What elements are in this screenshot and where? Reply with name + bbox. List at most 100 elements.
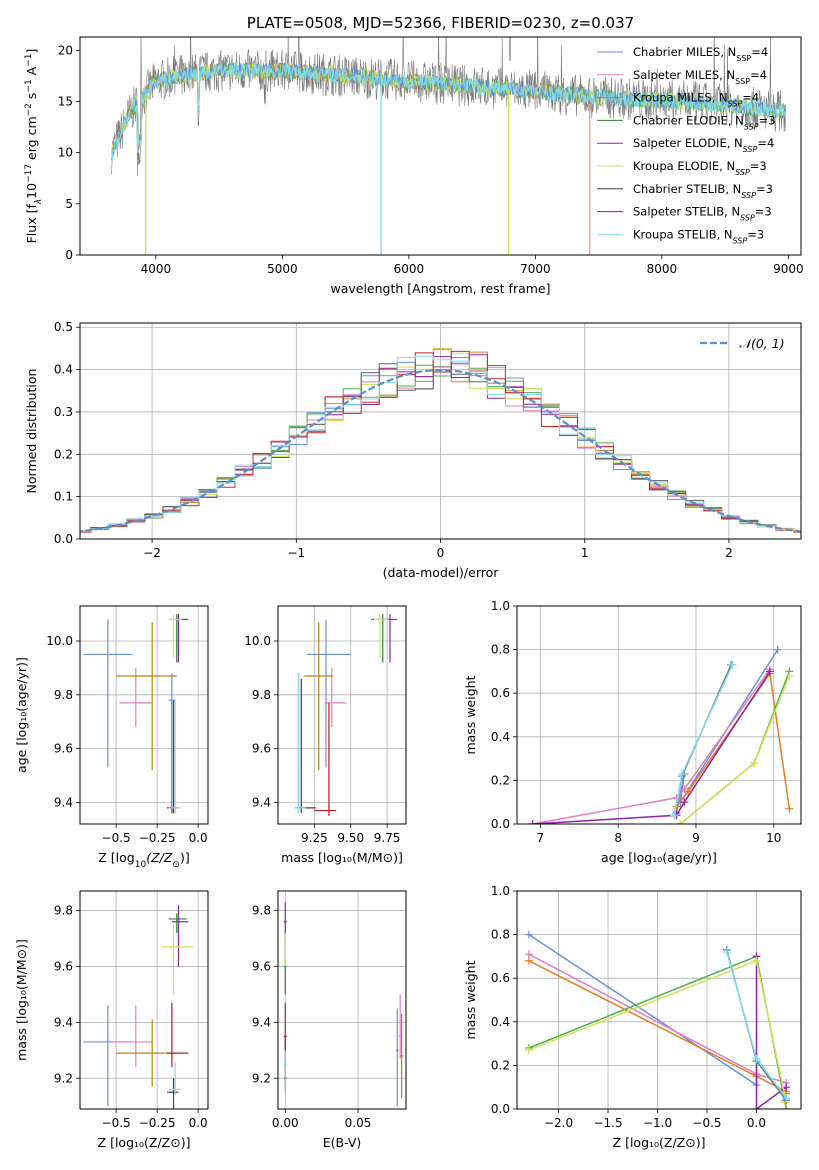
weight-vs-metallicity-point [524, 956, 533, 965]
mass-vs-extinction-xtick-label: 0.05 [345, 1116, 372, 1130]
normal-legend-label: 𝒩(0, 1) [739, 336, 785, 351]
age-vs-mass-xtick-label: 9.25 [301, 831, 328, 845]
weight-vs-metallicity-ytick-label: 0.0 [491, 1102, 510, 1116]
legend-entry: Salpeter ELODIE, NSSP=4 [633, 136, 774, 154]
weight-vs-age-point [670, 811, 679, 820]
mass-vs-extinction-xlabel: E(B-V) [323, 1135, 362, 1150]
weight-vs-age-point [677, 769, 686, 778]
mass-vs-metallicity-ytick-label: 9.4 [54, 1015, 73, 1029]
spectrum-ytick-label: 5 [65, 197, 73, 211]
weight-vs-metallicity-point [722, 948, 731, 957]
age-vs-metallicity-ytick-label: 9.8 [54, 688, 73, 702]
weight-vs-age-lines [528, 645, 794, 824]
mass-vs-extinction-ytick-label: 9.2 [252, 1071, 271, 1085]
legend-entry: Kroupa ELODIE, NSSP=3 [633, 159, 767, 177]
legend-entry: Chabrier STELIB, NSSP=3 [633, 182, 773, 200]
mass-vs-metallicity-xtick-label: −0.25 [139, 1116, 176, 1130]
weight-vs-metallicity-series [755, 956, 787, 1109]
residuals-xtick-label: 2 [725, 546, 733, 560]
residuals-xlabel: (data-model)/error [383, 565, 500, 580]
weight-vs-age-xtick-label: 10 [766, 831, 781, 845]
weight-vs-metallicity-point [752, 1105, 761, 1109]
weight-vs-age-xtick-label: 7 [537, 831, 545, 845]
legend-entry: Kroupa MILES, NSSP=4 [633, 91, 759, 109]
mass-vs-extinction-points [283, 902, 404, 1107]
mass-vs-metallicity-points [83, 904, 194, 1109]
weight-vs-metallicity-point [752, 956, 761, 965]
mass-vs-metallicity-xlabel: Z [log₁₀(Z/Z⊙)] [98, 1135, 191, 1150]
mass-vs-metallicity-ytick-label: 9.6 [54, 959, 73, 973]
spectrum-legend: Chabrier MILES, NSSP=4 Salpeter MILES, NS… [597, 45, 775, 245]
age-vs-mass-ytick-label: 9.8 [252, 688, 271, 702]
model-spectrum [111, 61, 787, 160]
weight-vs-age-ytick-label: 0.0 [491, 817, 510, 831]
weight-vs-age-xtick-label: 8 [614, 831, 622, 845]
age-vs-metallicity-xtick-label: −0.5 [102, 831, 131, 845]
weight-vs-age-point [773, 645, 782, 654]
mass-vs-metallicity-ylabel: mass [log₁₀(M/M⊙)] [14, 939, 29, 1061]
weight-vs-metallicity-point [782, 1094, 791, 1103]
weight-vs-metallicity-xlabel: Z [log₁₀(Z/Z⊙)] [613, 1135, 706, 1150]
age-vs-metallicity-xtick-label: 0.0 [189, 831, 208, 845]
weight-vs-age-point [765, 667, 774, 676]
weight-vs-metallicity-xtick-label: −1.0 [643, 1116, 672, 1130]
weight-vs-age-point [785, 671, 794, 680]
age-vs-mass-xtick-label: 9.50 [337, 831, 364, 845]
spectrum-xlabel: wavelength [Angstrom, rest frame] [330, 281, 550, 296]
weight-vs-age-xlabel: age [log₁₀(age/yr)] [601, 850, 717, 865]
weight-vs-age-ytick-label: 0.6 [491, 686, 510, 700]
legend-entry: Chabrier MILES, NSSP=4 [633, 45, 768, 63]
age-vs-mass-xtick-label: 9.75 [374, 831, 401, 845]
residuals-ytick-label: 0.5 [54, 320, 73, 334]
weight-vs-age-ytick-label: 1.0 [491, 599, 510, 613]
residual-histograms [80, 347, 801, 533]
spectrum-xtick-label: 7000 [520, 262, 551, 276]
weight-vs-metallicity-ytick-label: 0.2 [491, 1058, 510, 1072]
spectrum-xtick-label: 8000 [647, 262, 678, 276]
spectrum-xtick-label: 9000 [773, 262, 804, 276]
weight-vs-age-series [675, 671, 791, 809]
weight-vs-metallicity-ytick-label: 0.6 [491, 971, 510, 985]
age-vs-mass-points [294, 614, 398, 816]
mass-vs-metallicity-ytick-label: 9.8 [54, 904, 73, 918]
weight-vs-age-series [532, 668, 771, 824]
age-vs-metallicity-ylabel: age [log₁₀(age/yr)] [14, 657, 29, 773]
spectrum-xtick-label: 6000 [394, 262, 425, 276]
residuals-xtick-label: 0 [437, 546, 445, 560]
residuals-ylabel: Normed distribution [24, 369, 39, 494]
age-vs-metallicity-ytick-label: 10.0 [46, 634, 73, 648]
mass-vs-extinction-frame [277, 890, 407, 1110]
weight-vs-metallicity-xtick-label: −0.5 [692, 1116, 721, 1130]
mass-vs-metallicity-frame [79, 890, 209, 1110]
mass-vs-extinction-ytick-label: 9.6 [252, 959, 271, 973]
spectrum-xtick-label: 4000 [141, 262, 172, 276]
age-vs-metallicity-xlabel: Z [log10(Z/Z⊙)] [98, 850, 189, 870]
legend-entry: Salpeter STELIB, NSSP=3 [633, 205, 772, 223]
weight-vs-metallicity-frame [516, 890, 802, 1110]
weight-vs-age-point [680, 798, 689, 807]
residuals-ytick-label: 0.4 [54, 363, 73, 377]
normal-curve [80, 368, 801, 533]
residuals-ytick-label: 0.0 [54, 532, 73, 546]
weight-vs-metallicity-ylabel: mass weight [463, 960, 478, 1039]
mass-vs-extinction-xtick-label: 0.00 [272, 1116, 299, 1130]
spectrum-ytick-label: 0 [65, 248, 73, 262]
weight-vs-metallicity-point [752, 1054, 761, 1063]
mass-vs-metallicity-ytick-label: 9.2 [54, 1071, 73, 1085]
weight-vs-age-xtick-label: 9 [692, 831, 700, 845]
age-vs-mass-ytick-label: 9.4 [252, 795, 271, 809]
legend-entry: Kroupa STELIB, NSSP=3 [633, 227, 764, 245]
weight-vs-metallicity-xtick-label: −2.0 [544, 1116, 573, 1130]
weight-vs-metallicity-xtick-label: −1.5 [593, 1116, 622, 1130]
weight-vs-age-point [785, 804, 794, 813]
weight-vs-age-point [528, 820, 537, 824]
weight-vs-metallicity-ytick-label: 0.8 [491, 928, 510, 942]
weight-vs-age-series [532, 670, 771, 824]
mass-vs-metallicity-xtick-label: 0.0 [189, 1116, 208, 1130]
spectrum-lines [111, 37, 787, 255]
legend-entry: Chabrier ELODIE, NSSP=3 [633, 113, 775, 130]
mass-vs-extinction-ytick-label: 9.4 [252, 1015, 271, 1029]
mass-vs-metallicity-xtick-label: −0.5 [102, 1116, 131, 1130]
residuals-ytick-label: 0.2 [54, 447, 73, 461]
